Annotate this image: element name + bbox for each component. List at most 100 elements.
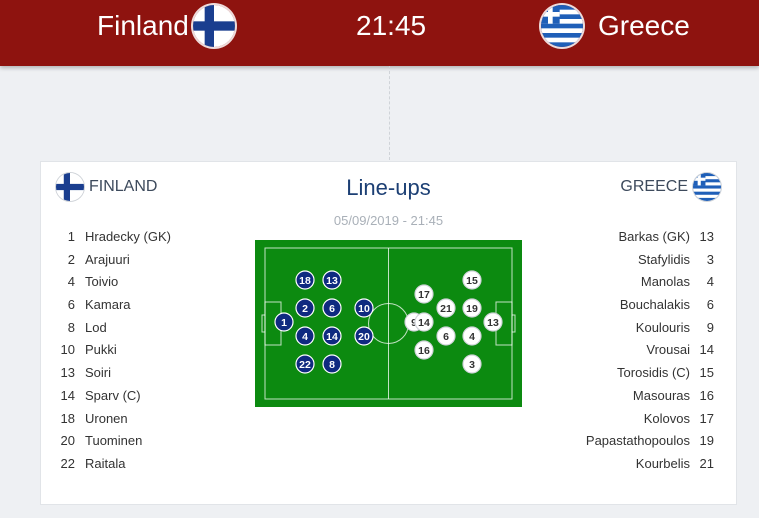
- home-marker-number: 20: [358, 331, 370, 343]
- home-player-marker[interactable]: 18: [295, 270, 315, 290]
- home-player-row[interactable]: 13 Soiri: [55, 362, 215, 385]
- player-number: 8: [67, 319, 75, 335]
- home-marker-number: 8: [329, 359, 335, 371]
- player-number: 17: [699, 410, 714, 426]
- player-number: 18: [60, 410, 75, 426]
- home-player-row[interactable]: 8 Lod: [55, 317, 215, 340]
- away-marker-number: 19: [466, 303, 478, 315]
- home-player-row[interactable]: 18 Uronen: [55, 408, 215, 431]
- away-player-row[interactable]: Torosidis (C) 15: [514, 362, 714, 385]
- away-player-marker[interactable]: 14: [414, 312, 434, 332]
- home-player-row[interactable]: 1 Hradecky (GK): [55, 226, 215, 249]
- away-player-row[interactable]: Vrousai 14: [514, 339, 714, 362]
- player-number: 2: [67, 251, 75, 267]
- away-player-marker[interactable]: 16: [414, 340, 434, 360]
- home-player-marker[interactable]: 4: [295, 326, 315, 346]
- home-player-row[interactable]: 6 Kamara: [55, 294, 215, 317]
- home-player-row[interactable]: 20 Tuominen: [55, 430, 215, 453]
- away-team-name[interactable]: Greece: [598, 10, 690, 41]
- away-goal-box: [511, 314, 516, 333]
- player-name: Hradecky (GK): [85, 229, 171, 244]
- player-name: Toivio: [85, 274, 119, 290]
- away-player-row[interactable]: Koulouris 9: [514, 317, 714, 340]
- home-player-marker[interactable]: 13: [322, 270, 342, 290]
- away-marker-number: 4: [469, 331, 475, 343]
- player-name: Soiri: [85, 365, 112, 381]
- away-player-row[interactable]: Stafylidis 3: [514, 249, 714, 272]
- away-player-row[interactable]: Masouras 16: [514, 385, 714, 408]
- away-marker-number: 17: [418, 289, 430, 301]
- away-marker-number: 16: [418, 345, 430, 357]
- away-player-marker[interactable]: 19: [462, 298, 482, 318]
- player-number: 14: [699, 342, 714, 358]
- player-number: 4: [67, 274, 75, 290]
- player-number: 10: [60, 342, 75, 358]
- home-player-marker[interactable]: 2: [295, 298, 315, 318]
- match-time: 21:45: [356, 10, 427, 41]
- away-player-row[interactable]: Barkas (GK) 13: [514, 226, 714, 249]
- home-marker-number: 18: [299, 275, 311, 287]
- away-marker-circle: [436, 298, 456, 318]
- away-player-row[interactable]: Kourbelis 21: [514, 453, 714, 476]
- away-player-marker[interactable]: 21: [436, 298, 456, 318]
- away-marker-circle: [414, 284, 434, 304]
- home-team-name[interactable]: Finland: [97, 10, 189, 41]
- home-player-row[interactable]: 4 Toivio: [55, 271, 215, 294]
- away-player-row[interactable]: Bouchalakis 6: [514, 294, 714, 317]
- away-player-row[interactable]: Kolovos 17: [514, 408, 714, 431]
- away-player-marker[interactable]: 13: [483, 312, 503, 332]
- player-number: 6: [67, 297, 75, 313]
- home-marker-circle: [274, 312, 294, 332]
- home-marker-number: 4: [302, 331, 308, 343]
- home-player-marker[interactable]: 22: [295, 354, 315, 374]
- away-marker-circle: [414, 340, 434, 360]
- home-formation: 18 13 2 6 10 14 14 20 22 8: [274, 270, 374, 374]
- away-player-marker[interactable]: 15: [462, 270, 482, 290]
- player-name: Lod: [85, 319, 107, 335]
- away-marker-number: 3: [469, 359, 475, 371]
- home-marker-circle: [354, 326, 374, 346]
- home-player-row[interactable]: 22 Raitala: [55, 453, 215, 476]
- player-name: Tuominen: [85, 433, 143, 449]
- away-player-marker[interactable]: 3: [462, 354, 482, 374]
- home-team-label: FINLAND: [89, 178, 158, 195]
- away-marker-number: 13: [487, 317, 499, 329]
- player-name: Pukki: [85, 342, 117, 358]
- away-player-marker[interactable]: 6: [436, 326, 456, 346]
- away-marker-circle: [414, 312, 434, 332]
- home-marker-circle: [295, 354, 315, 374]
- player-name: Kourbelis: [635, 455, 690, 471]
- player-name: Koulouris: [635, 319, 690, 335]
- home-player-marker[interactable]: 20: [354, 326, 374, 346]
- home-player-marker[interactable]: 1: [274, 312, 294, 332]
- home-player-marker[interactable]: 10: [354, 298, 374, 318]
- lineups-date: 05/09/2019 - 21:45: [333, 213, 444, 228]
- player-name: Kolovos: [643, 410, 690, 426]
- player-number: 1: [67, 229, 75, 244]
- away-marker-number: 9: [411, 317, 417, 329]
- away-player-row[interactable]: Manolas 4: [514, 271, 714, 294]
- away-player-row[interactable]: Papastathopoulos 19: [514, 430, 714, 453]
- home-player-row[interactable]: 2 Arajuuri: [55, 249, 215, 272]
- home-marker-circle: [322, 270, 342, 290]
- home-marker-number: 14: [326, 331, 338, 343]
- away-marker-circle: [462, 298, 482, 318]
- away-player-marker[interactable]: 4: [462, 326, 482, 346]
- home-player-row[interactable]: 14 Sparv (C): [55, 385, 215, 408]
- player-number: 19: [699, 433, 714, 449]
- home-player-marker[interactable]: 8: [322, 354, 342, 374]
- lineups-title: Line-ups: [346, 175, 431, 200]
- player-name: Bouchalakis: [619, 297, 690, 313]
- home-player-marker[interactable]: 6: [322, 298, 342, 318]
- away-player-marker[interactable]: 17: [414, 284, 434, 304]
- greece-flag-icon: [693, 173, 721, 201]
- home-marker-circle: [322, 354, 342, 374]
- center-divider: [389, 66, 390, 160]
- home-player-marker[interactable]: 14: [322, 326, 342, 346]
- player-number: 15: [699, 365, 714, 381]
- player-name: Kamara: [85, 297, 131, 313]
- home-marker-circle: [322, 298, 342, 318]
- lineups-card: FINLAND Line-ups 05/09/2019 - 21:45 GREE…: [40, 161, 737, 505]
- home-player-row[interactable]: 10 Pukki: [55, 339, 215, 362]
- player-name: Sparv (C): [85, 387, 141, 403]
